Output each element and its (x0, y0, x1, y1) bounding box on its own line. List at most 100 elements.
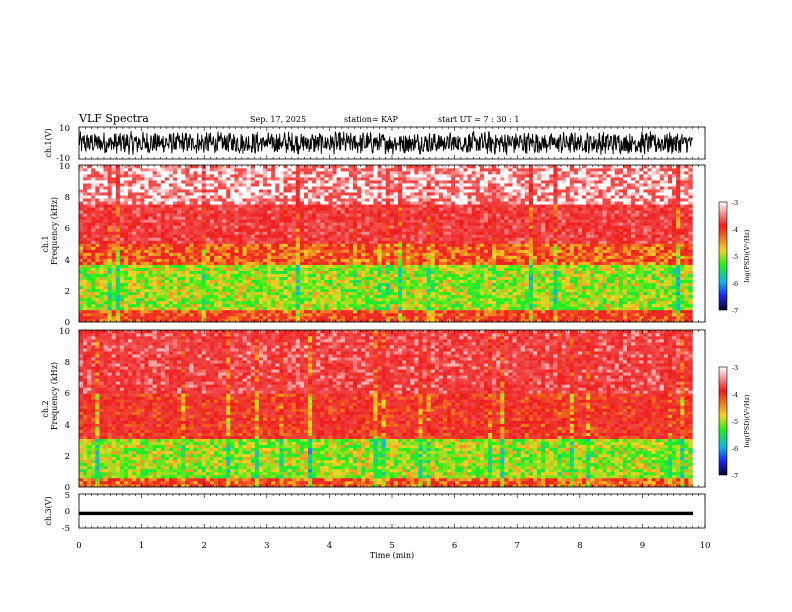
spectrogram-cell (107, 192, 113, 196)
spectrogram-cell (173, 258, 178, 262)
spectrogram-cell (443, 270, 448, 274)
spectrogram-cell (283, 261, 288, 265)
spectrogram-cell (336, 288, 342, 293)
spectrogram-cell (238, 216, 243, 220)
spectrogram-cell (144, 171, 149, 175)
spectrogram-cell (99, 216, 104, 220)
spectrogram-cell (308, 318, 313, 323)
spectrogram-cell (316, 165, 321, 169)
spectrogram-cell (263, 180, 268, 184)
spectrogram-cell (189, 276, 194, 281)
spectrogram-cell (246, 174, 252, 178)
spectrogram-cell (242, 264, 247, 268)
spectrogram-cell (389, 276, 395, 281)
spectrogram-cell (467, 291, 472, 296)
spectrogram-cell (156, 219, 162, 223)
spectrogram-cell (218, 171, 223, 175)
spectrogram-cell (385, 228, 391, 232)
spectrogram-cell (209, 201, 215, 205)
spectrogram-cell (287, 207, 292, 211)
spectrogram-cell (209, 180, 215, 184)
spectrogram-cell (168, 195, 174, 199)
spectrogram-cell (156, 270, 162, 274)
spectrogram-cell (230, 246, 235, 250)
spectrogram-cell (344, 171, 350, 175)
spectrogram-cell (111, 252, 117, 256)
spectrogram-cell (119, 273, 125, 278)
spectrogram-cell (267, 312, 272, 317)
spectrogram-cell (365, 240, 370, 244)
spectrogram-cell (426, 216, 432, 220)
spectrogram-cell (344, 195, 350, 199)
spectrogram-cell (320, 246, 325, 250)
spectrogram-cell (79, 198, 84, 202)
spectrogram-cell (99, 288, 104, 293)
spectrogram-cell (467, 246, 472, 250)
spectrogram-cell (316, 189, 321, 193)
spectrogram-cell (316, 192, 321, 196)
spectrogram-cell (438, 252, 444, 256)
spectrogram-cell (443, 192, 448, 196)
spectrogram-cell (128, 249, 133, 253)
spectrogram-cell (299, 207, 305, 211)
spectrogram-cell (87, 213, 92, 217)
spectrogram-cell (267, 261, 272, 265)
spectrogram-cell (291, 306, 297, 311)
spectrogram-cell (99, 315, 104, 320)
spectrogram-cell (258, 168, 264, 172)
spectrogram-cell (373, 291, 378, 296)
spectrogram-cell (246, 237, 252, 241)
spectrogram-cell (201, 255, 207, 259)
spectrogram-cell (185, 210, 190, 214)
spectrogram-cell (287, 165, 292, 169)
spectrogram-cell (295, 183, 301, 187)
spectrogram-cell (275, 291, 280, 296)
spectrogram-cell (271, 201, 276, 205)
spectrogram-cell (234, 210, 239, 214)
spectrogram-cell (336, 279, 342, 284)
spectrogram-cell (79, 297, 84, 302)
spectrogram-cell (136, 291, 141, 296)
spectrogram-cell (414, 318, 419, 323)
spectrogram-cell (295, 216, 301, 220)
spectrogram-cell (250, 264, 256, 268)
spectrogram-cell (226, 261, 231, 265)
spectrogram-cell (332, 189, 337, 193)
spectrogram-cell (205, 231, 211, 235)
spectrogram-cell (406, 282, 411, 287)
spectrogram-cell (152, 279, 158, 284)
spectrogram-cell (291, 261, 297, 265)
spectrogram-cell (361, 189, 366, 193)
spectrogram-cell (279, 219, 284, 223)
spectrogram-cell (238, 261, 243, 265)
spectrogram-cell (99, 252, 104, 256)
spectrogram-cell (218, 297, 223, 302)
spectrogram-cell (242, 237, 247, 241)
spectrogram-cell (140, 312, 145, 317)
header-station: station= KAP (344, 115, 399, 124)
spectrogram-cell (95, 291, 100, 296)
spectrogram-cell (156, 291, 162, 296)
spectrogram-cell (160, 318, 166, 323)
spectrogram-cell (316, 303, 321, 308)
spectrogram-cell (79, 270, 84, 274)
spectrogram-cell (279, 183, 284, 187)
spectrogram-cell (398, 225, 403, 229)
spectrogram-cell (287, 279, 292, 284)
spectrogram-cell (79, 252, 84, 256)
spectrogram-cell (238, 228, 243, 232)
spectrogram-cell (205, 315, 211, 320)
spectrogram-cell (434, 285, 440, 290)
spectrogram-cell (402, 312, 407, 317)
spectrogram-cell (369, 279, 374, 284)
spectrogram-cell (189, 303, 194, 308)
spectrogram-cell (144, 234, 149, 238)
spectrogram-cell (152, 231, 158, 235)
spectrogram-cell (414, 243, 419, 247)
spectrogram-cell (193, 288, 198, 293)
spectrogram-cell (258, 186, 264, 190)
spectrogram-cell (447, 177, 452, 181)
spectrogram-cell (369, 273, 374, 278)
spectrogram-cell (320, 195, 325, 199)
spectrogram-cell (238, 237, 243, 241)
